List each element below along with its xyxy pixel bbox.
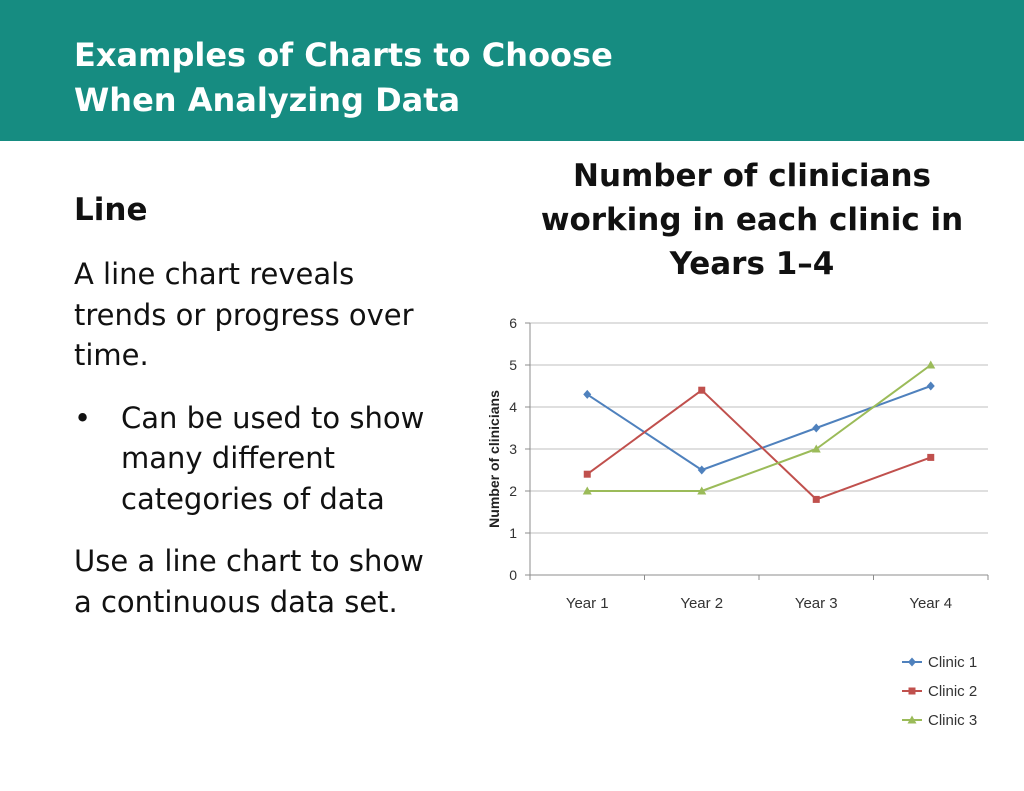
legend-marker (908, 687, 916, 695)
data-point-clinic-2 (583, 470, 591, 478)
y-tick-label: 0 (509, 567, 517, 583)
legend-marker (907, 715, 917, 724)
left-text-column: Line A line chart reveals trends or prog… (74, 188, 444, 644)
header-bar: Examples of Charts to Choose When Analyz… (0, 0, 1024, 141)
y-tick-label: 3 (509, 441, 517, 457)
data-point-clinic-1 (583, 389, 592, 399)
chart-title-line-3: Years 1–4 (669, 246, 835, 282)
x-tick-label: Year 2 (680, 595, 723, 612)
chart-title-line-1: Number of clinicians (573, 158, 931, 194)
section-heading: Line (74, 192, 148, 228)
intro-paragraph: A line chart reveals trends or progress … (74, 257, 414, 372)
data-point-clinic-3 (811, 444, 821, 453)
legend-label: Clinic 3 (928, 712, 977, 729)
data-point-clinic-1 (697, 465, 706, 475)
data-point-clinic-2 (927, 453, 935, 461)
legend-layer: Clinic 1 Clinic 2 Clinic 3 (902, 654, 977, 729)
y-tick-label: 2 (509, 483, 517, 499)
bullet-item: • Can be used to show many different cat… (74, 398, 444, 520)
data-point-clinic-1 (926, 381, 935, 391)
legend-label: Clinic 2 (928, 683, 977, 700)
data-point-clinic-3 (582, 486, 592, 495)
bullet-text: Can be used to show many different categ… (121, 400, 425, 516)
y-tick-label: 6 (509, 315, 517, 331)
data-point-clinic-2 (812, 495, 820, 503)
y-axis-label: Number of clinicians (486, 390, 502, 528)
y-tick-label: 4 (509, 399, 517, 415)
chart-title-line-2: working in each clinic in (540, 202, 964, 238)
series-line-clinic-3 (587, 364, 932, 492)
bullet-icon: • (74, 400, 92, 435)
data-point-clinic-3 (697, 486, 707, 495)
chart-title: Number of clinicians working in each cli… (516, 154, 988, 286)
y-tick-label: 5 (509, 357, 517, 373)
slide-title-line-2: When Analyzing Data (74, 81, 461, 119)
slide-title-line-1: Examples of Charts to Choose (74, 36, 613, 74)
series-line-clinic-1 (586, 385, 932, 471)
data-point-clinic-1 (812, 423, 821, 433)
legend-marker (908, 657, 916, 667)
x-tick-label: Year 4 (909, 595, 952, 612)
x-tick-label: Year 3 (795, 595, 838, 612)
data-point-clinic-3 (926, 360, 936, 369)
series-line-clinic-2 (586, 389, 932, 501)
grid-layer (530, 322, 988, 534)
y-tick-label: 1 (509, 525, 517, 541)
series-layer (582, 360, 936, 503)
legend-label: Clinic 1 (928, 654, 977, 671)
closing-paragraph: Use a line chart to show a continuous da… (74, 544, 424, 619)
x-tick-label: Year 1 (566, 595, 609, 612)
line-chart: 0 1 2 3 4 5 6 Year 1 Year 2 Year 3 Year 4 Number of… (486, 315, 989, 729)
axes-layer: 0 1 2 3 4 5 6 Year 1 Year 2 Year 3 Year 4 Number of… (486, 315, 989, 612)
data-point-clinic-2 (698, 386, 706, 394)
slide-title: Examples of Charts to Choose When Analyz… (74, 33, 613, 123)
